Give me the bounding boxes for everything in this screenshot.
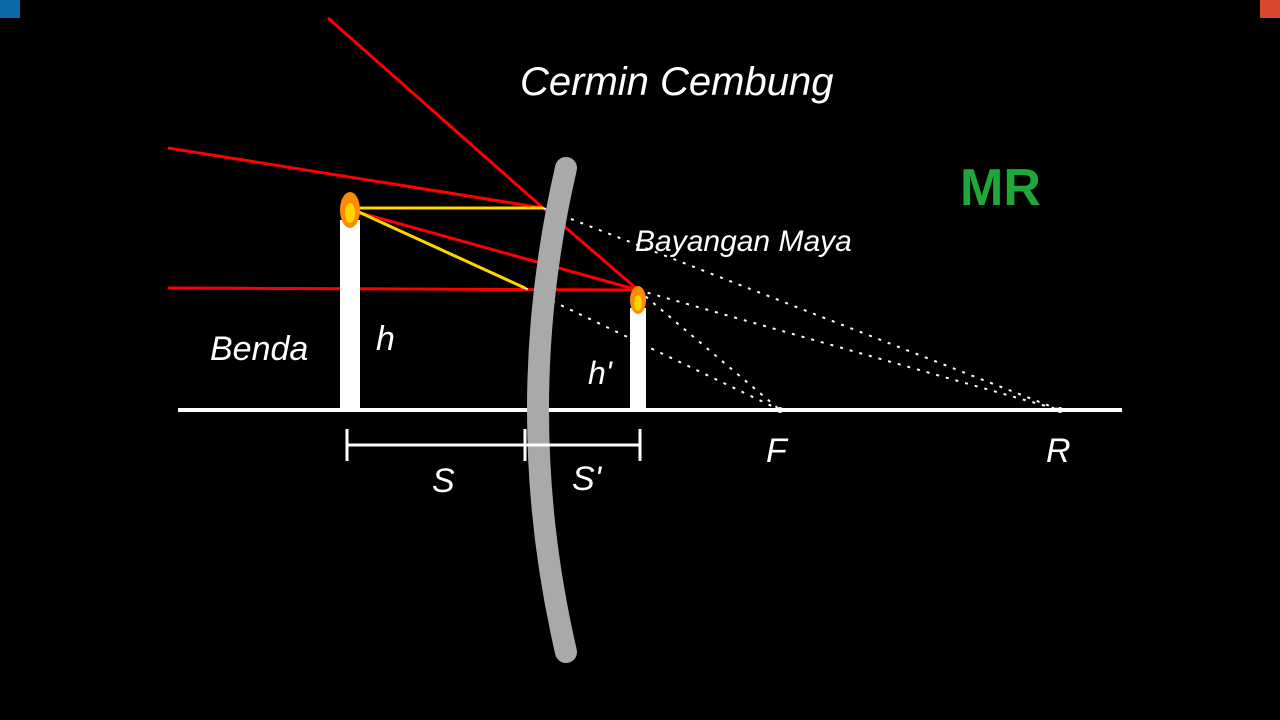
optics-diagram xyxy=(0,0,1280,720)
label-h: h xyxy=(376,320,395,359)
diagram-title: Cermin Cembung xyxy=(520,60,833,105)
diagram-stage: Cermin Cembung MR Benda Bayangan Maya h … xyxy=(0,0,1280,720)
watermark-text: MR xyxy=(960,158,1041,218)
label-virtual-image: Bayangan Maya xyxy=(635,225,852,259)
label-object: Benda xyxy=(210,330,308,369)
label-s: S xyxy=(432,462,455,501)
label-h-prime: h' xyxy=(588,355,612,392)
label-s-prime: S' xyxy=(572,460,601,499)
label-center-curvature: R xyxy=(1046,432,1071,471)
label-focal-point: F xyxy=(766,432,787,471)
